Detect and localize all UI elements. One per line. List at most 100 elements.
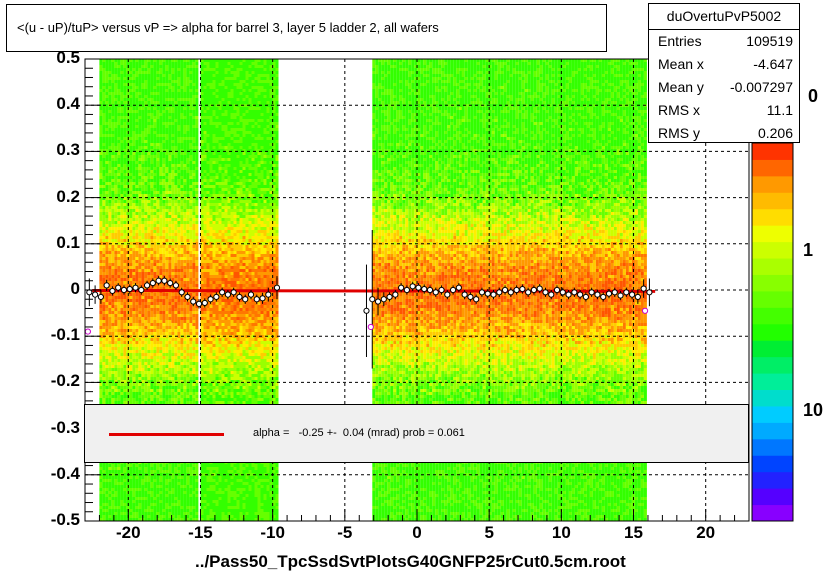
heatmap-cell: [132, 308, 136, 311]
heatmap-cell: [189, 113, 193, 116]
heatmap-cell: [165, 227, 169, 230]
heatmap-cell: [183, 314, 187, 317]
heatmap-cell: [192, 218, 196, 221]
heatmap-cell: [183, 473, 187, 476]
heatmap-cell: [108, 92, 112, 95]
heatmap-cell: [114, 98, 118, 101]
heatmap-cell: [108, 65, 112, 68]
heatmap-cell: [123, 335, 127, 338]
heatmap-cell: [99, 506, 103, 509]
heatmap-cell: [108, 308, 112, 311]
heatmap-cell: [102, 95, 106, 98]
heatmap-cell: [183, 143, 187, 146]
heatmap-cell: [186, 386, 190, 389]
heatmap-cell: [135, 275, 139, 278]
heatmap-cell: [189, 491, 193, 494]
heatmap-cell: [144, 179, 148, 182]
heatmap-cell: [126, 188, 130, 191]
heatmap-cell: [180, 209, 184, 212]
heatmap-cell: [183, 503, 187, 506]
heatmap-cell: [141, 512, 145, 515]
heatmap-cell: [153, 362, 157, 365]
heatmap-cell: [183, 119, 187, 122]
heatmap-cell: [192, 479, 196, 482]
heatmap-cell: [189, 176, 193, 179]
heatmap-cell: [123, 476, 127, 479]
heatmap-cell: [171, 101, 175, 104]
heatmap-cell: [102, 77, 106, 80]
heatmap-cell: [126, 296, 130, 299]
heatmap-cell: [120, 128, 124, 131]
heatmap-cell: [120, 317, 124, 320]
heatmap-cell: [144, 509, 148, 512]
heatmap-cell: [126, 158, 130, 161]
heatmap-cell: [138, 245, 142, 248]
heatmap-cell: [117, 305, 121, 308]
heatmap-cell: [174, 179, 178, 182]
heatmap-cell: [138, 164, 142, 167]
heatmap-cell: [138, 314, 142, 317]
heatmap-cell: [153, 392, 157, 395]
heatmap-cell: [162, 125, 166, 128]
heatmap-cell: [192, 383, 196, 386]
heatmap-cell: [147, 326, 151, 329]
heatmap-cell: [186, 212, 190, 215]
heatmap-cell: [105, 341, 109, 344]
heatmap-cell: [186, 92, 190, 95]
heatmap-cell: [147, 65, 151, 68]
heatmap-cell: [135, 341, 139, 344]
heatmap-cell: [150, 131, 154, 134]
heatmap-cell: [99, 224, 103, 227]
heatmap-cell: [132, 476, 136, 479]
heatmap-cell: [135, 230, 139, 233]
heatmap-cell: [135, 197, 139, 200]
heatmap-cell: [138, 95, 142, 98]
heatmap-cell: [99, 392, 103, 395]
heatmap-cell: [144, 350, 148, 353]
heatmap-cell: [147, 104, 151, 107]
heatmap-cell: [132, 191, 136, 194]
heatmap-cell: [105, 368, 109, 371]
heatmap-cell: [186, 59, 190, 62]
heatmap-cell: [147, 119, 151, 122]
heatmap-cell: [120, 503, 124, 506]
heatmap-cell: [120, 149, 124, 152]
heatmap-cell: [102, 167, 106, 170]
heatmap-cell: [117, 359, 121, 362]
heatmap-cell: [177, 125, 181, 128]
heatmap-cell: [126, 146, 130, 149]
heatmap-cell: [150, 464, 154, 467]
heatmap-cell: [168, 395, 172, 398]
heatmap-cell: [108, 512, 112, 515]
heatmap-cell: [150, 470, 154, 473]
heatmap-cell: [177, 71, 181, 74]
heatmap-cell: [162, 89, 166, 92]
heatmap-cell: [108, 233, 112, 236]
heatmap-cell: [189, 98, 193, 101]
heatmap-cell: [165, 485, 169, 488]
heatmap-cell: [102, 272, 106, 275]
heatmap-cell: [165, 152, 169, 155]
heatmap-cell: [171, 221, 175, 224]
heatmap-cell: [156, 140, 160, 143]
heatmap-cell: [132, 272, 136, 275]
heatmap-cell: [111, 503, 115, 506]
heatmap-cell: [144, 116, 148, 119]
heatmap-cell: [111, 398, 115, 401]
heatmap-cell: [126, 230, 130, 233]
heatmap-cell: [147, 230, 151, 233]
heatmap-cell: [183, 335, 187, 338]
heatmap-cell: [174, 233, 178, 236]
heatmap-cell: [138, 203, 142, 206]
heatmap-cell: [111, 113, 115, 116]
heatmap-cell: [102, 491, 106, 494]
heatmap-cell: [159, 167, 163, 170]
heatmap-cell: [150, 500, 154, 503]
heatmap-cell: [180, 86, 184, 89]
heatmap-cell: [189, 224, 193, 227]
heatmap-cell: [186, 230, 190, 233]
heatmap-cell: [174, 230, 178, 233]
heatmap-cell: [120, 173, 124, 176]
heatmap-cell: [111, 167, 115, 170]
heatmap-cell: [192, 476, 196, 479]
